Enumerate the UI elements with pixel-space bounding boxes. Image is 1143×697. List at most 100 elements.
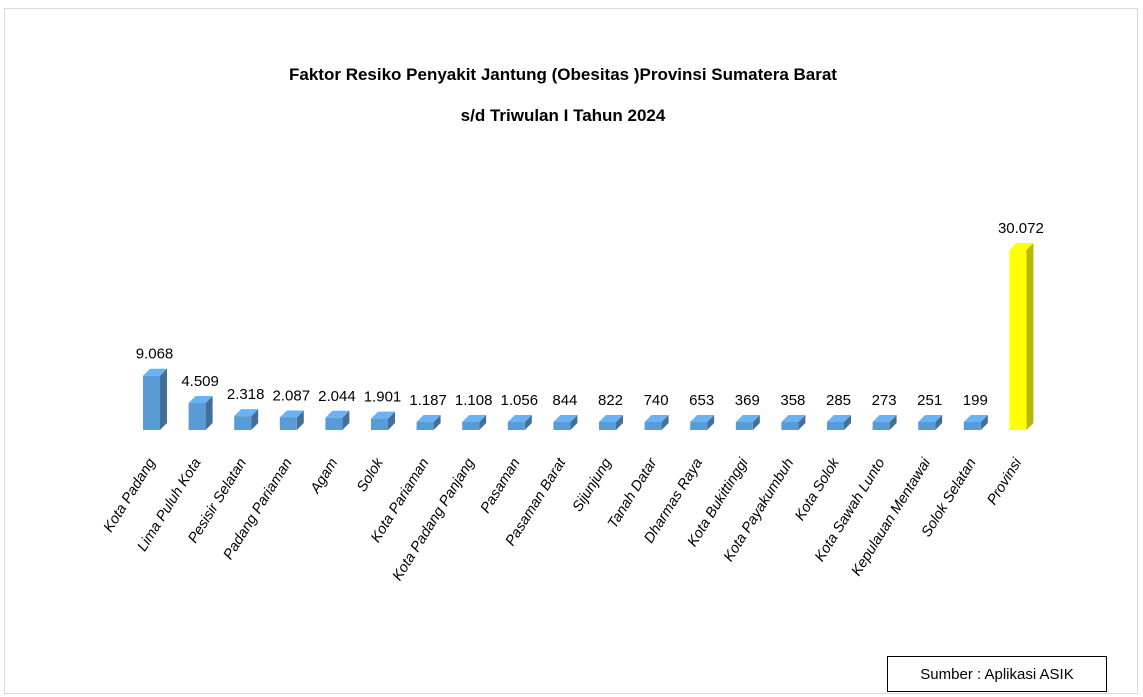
bar: [1009, 250, 1027, 430]
data-label: 358: [780, 392, 805, 409]
bar-top: [599, 415, 623, 422]
bar: [553, 422, 571, 430]
bar-top: [872, 415, 897, 422]
bar: [507, 422, 525, 430]
bar-top: [143, 368, 167, 376]
x-tick-label: Pasaman: [478, 456, 524, 516]
bar-group: [325, 410, 350, 430]
bar: [279, 417, 297, 430]
bar: [371, 418, 388, 430]
data-label: 199: [963, 392, 988, 409]
bar-side: [388, 411, 395, 430]
bar-top: [188, 396, 213, 404]
x-tick-label: Sijunjung: [570, 456, 615, 515]
bar: [872, 422, 890, 430]
data-label: 369: [735, 392, 760, 409]
bar-top: [690, 415, 715, 422]
bar-group: [416, 415, 441, 430]
bar-group: [143, 368, 167, 430]
bar: [827, 422, 844, 430]
data-label: 2.044: [318, 388, 356, 405]
bar-top: [325, 410, 350, 418]
bar: [234, 416, 252, 430]
bar-side: [798, 415, 806, 430]
bar-group: [507, 415, 532, 430]
bar-top: [234, 409, 259, 417]
bar-group: [188, 396, 213, 430]
bar-side: [296, 410, 304, 430]
bar-group: [1009, 243, 1034, 430]
bar-group: [644, 415, 669, 430]
bar-side: [479, 415, 487, 430]
data-label: 251: [917, 392, 942, 409]
bar-top: [735, 415, 760, 422]
data-label: 2.087: [273, 388, 311, 405]
bar-top: [781, 415, 806, 422]
chart-title-line-2: s/d Triwulan I Tahun 2024: [461, 106, 666, 125]
data-label: 1.056: [501, 392, 539, 409]
bar-side: [889, 415, 897, 430]
data-label: 844: [552, 392, 577, 409]
bar-side: [752, 415, 760, 430]
bar-side: [342, 410, 350, 430]
bar-side: [661, 415, 669, 430]
data-label: 740: [644, 392, 669, 409]
bar: [644, 422, 662, 430]
bar: [963, 422, 981, 430]
bar: [325, 417, 343, 430]
data-label: 1.108: [455, 392, 493, 409]
bar-side: [205, 396, 213, 430]
chart-title-line-1: Faktor Resiko Penyakit Jantung (Obesitas…: [289, 65, 837, 84]
data-label: 653: [689, 392, 714, 409]
bar-top: [279, 410, 304, 418]
x-tick-label: Provinsi: [984, 455, 1025, 508]
x-tick-label: Solok: [354, 455, 387, 495]
bar-side: [251, 409, 259, 430]
data-label: 273: [872, 392, 897, 409]
data-label: 1.901: [364, 389, 402, 406]
data-label: 30.072: [998, 220, 1044, 237]
bar-group: [735, 415, 760, 430]
x-tick-label: Agam: [307, 456, 341, 497]
bar: [781, 422, 799, 430]
bar-side: [980, 415, 988, 430]
bar: [918, 422, 936, 430]
bar-group: [234, 409, 259, 430]
x-tick-label: Kota Padang Panjang: [390, 456, 478, 584]
bar-group: [827, 415, 851, 430]
chart-frame: [4, 8, 1138, 694]
bar-group: [872, 415, 897, 430]
data-label: 9.068: [136, 346, 174, 363]
bar: [690, 422, 708, 430]
bar-group: [599, 415, 623, 430]
bar-top: [1009, 243, 1034, 250]
bar-side: [707, 415, 715, 430]
bar-top: [416, 415, 441, 422]
bar-group: [690, 415, 715, 430]
bar-group: [462, 415, 487, 430]
bar-top: [371, 411, 395, 419]
bar-group: [781, 415, 806, 430]
data-label: 285: [826, 392, 851, 409]
x-tick-label: Kota Solok: [792, 455, 843, 524]
bar-top: [918, 415, 943, 422]
bar-top: [553, 415, 578, 422]
bar-group: [963, 415, 988, 430]
bar-top: [462, 415, 487, 422]
bar: [416, 422, 434, 430]
bar: [188, 403, 206, 430]
bar-side: [935, 415, 943, 430]
bar-group: [553, 415, 578, 430]
data-label: 1.187: [409, 392, 447, 409]
bar-side: [524, 415, 532, 430]
bar-side: [160, 368, 167, 430]
bar-side: [433, 415, 441, 430]
bar-top: [963, 415, 988, 422]
bar-side: [844, 415, 851, 430]
bar-group: [371, 411, 395, 430]
bar-top: [827, 415, 851, 422]
bar-side: [570, 415, 578, 430]
bar-top: [507, 415, 532, 422]
data-label: 822: [598, 392, 623, 409]
